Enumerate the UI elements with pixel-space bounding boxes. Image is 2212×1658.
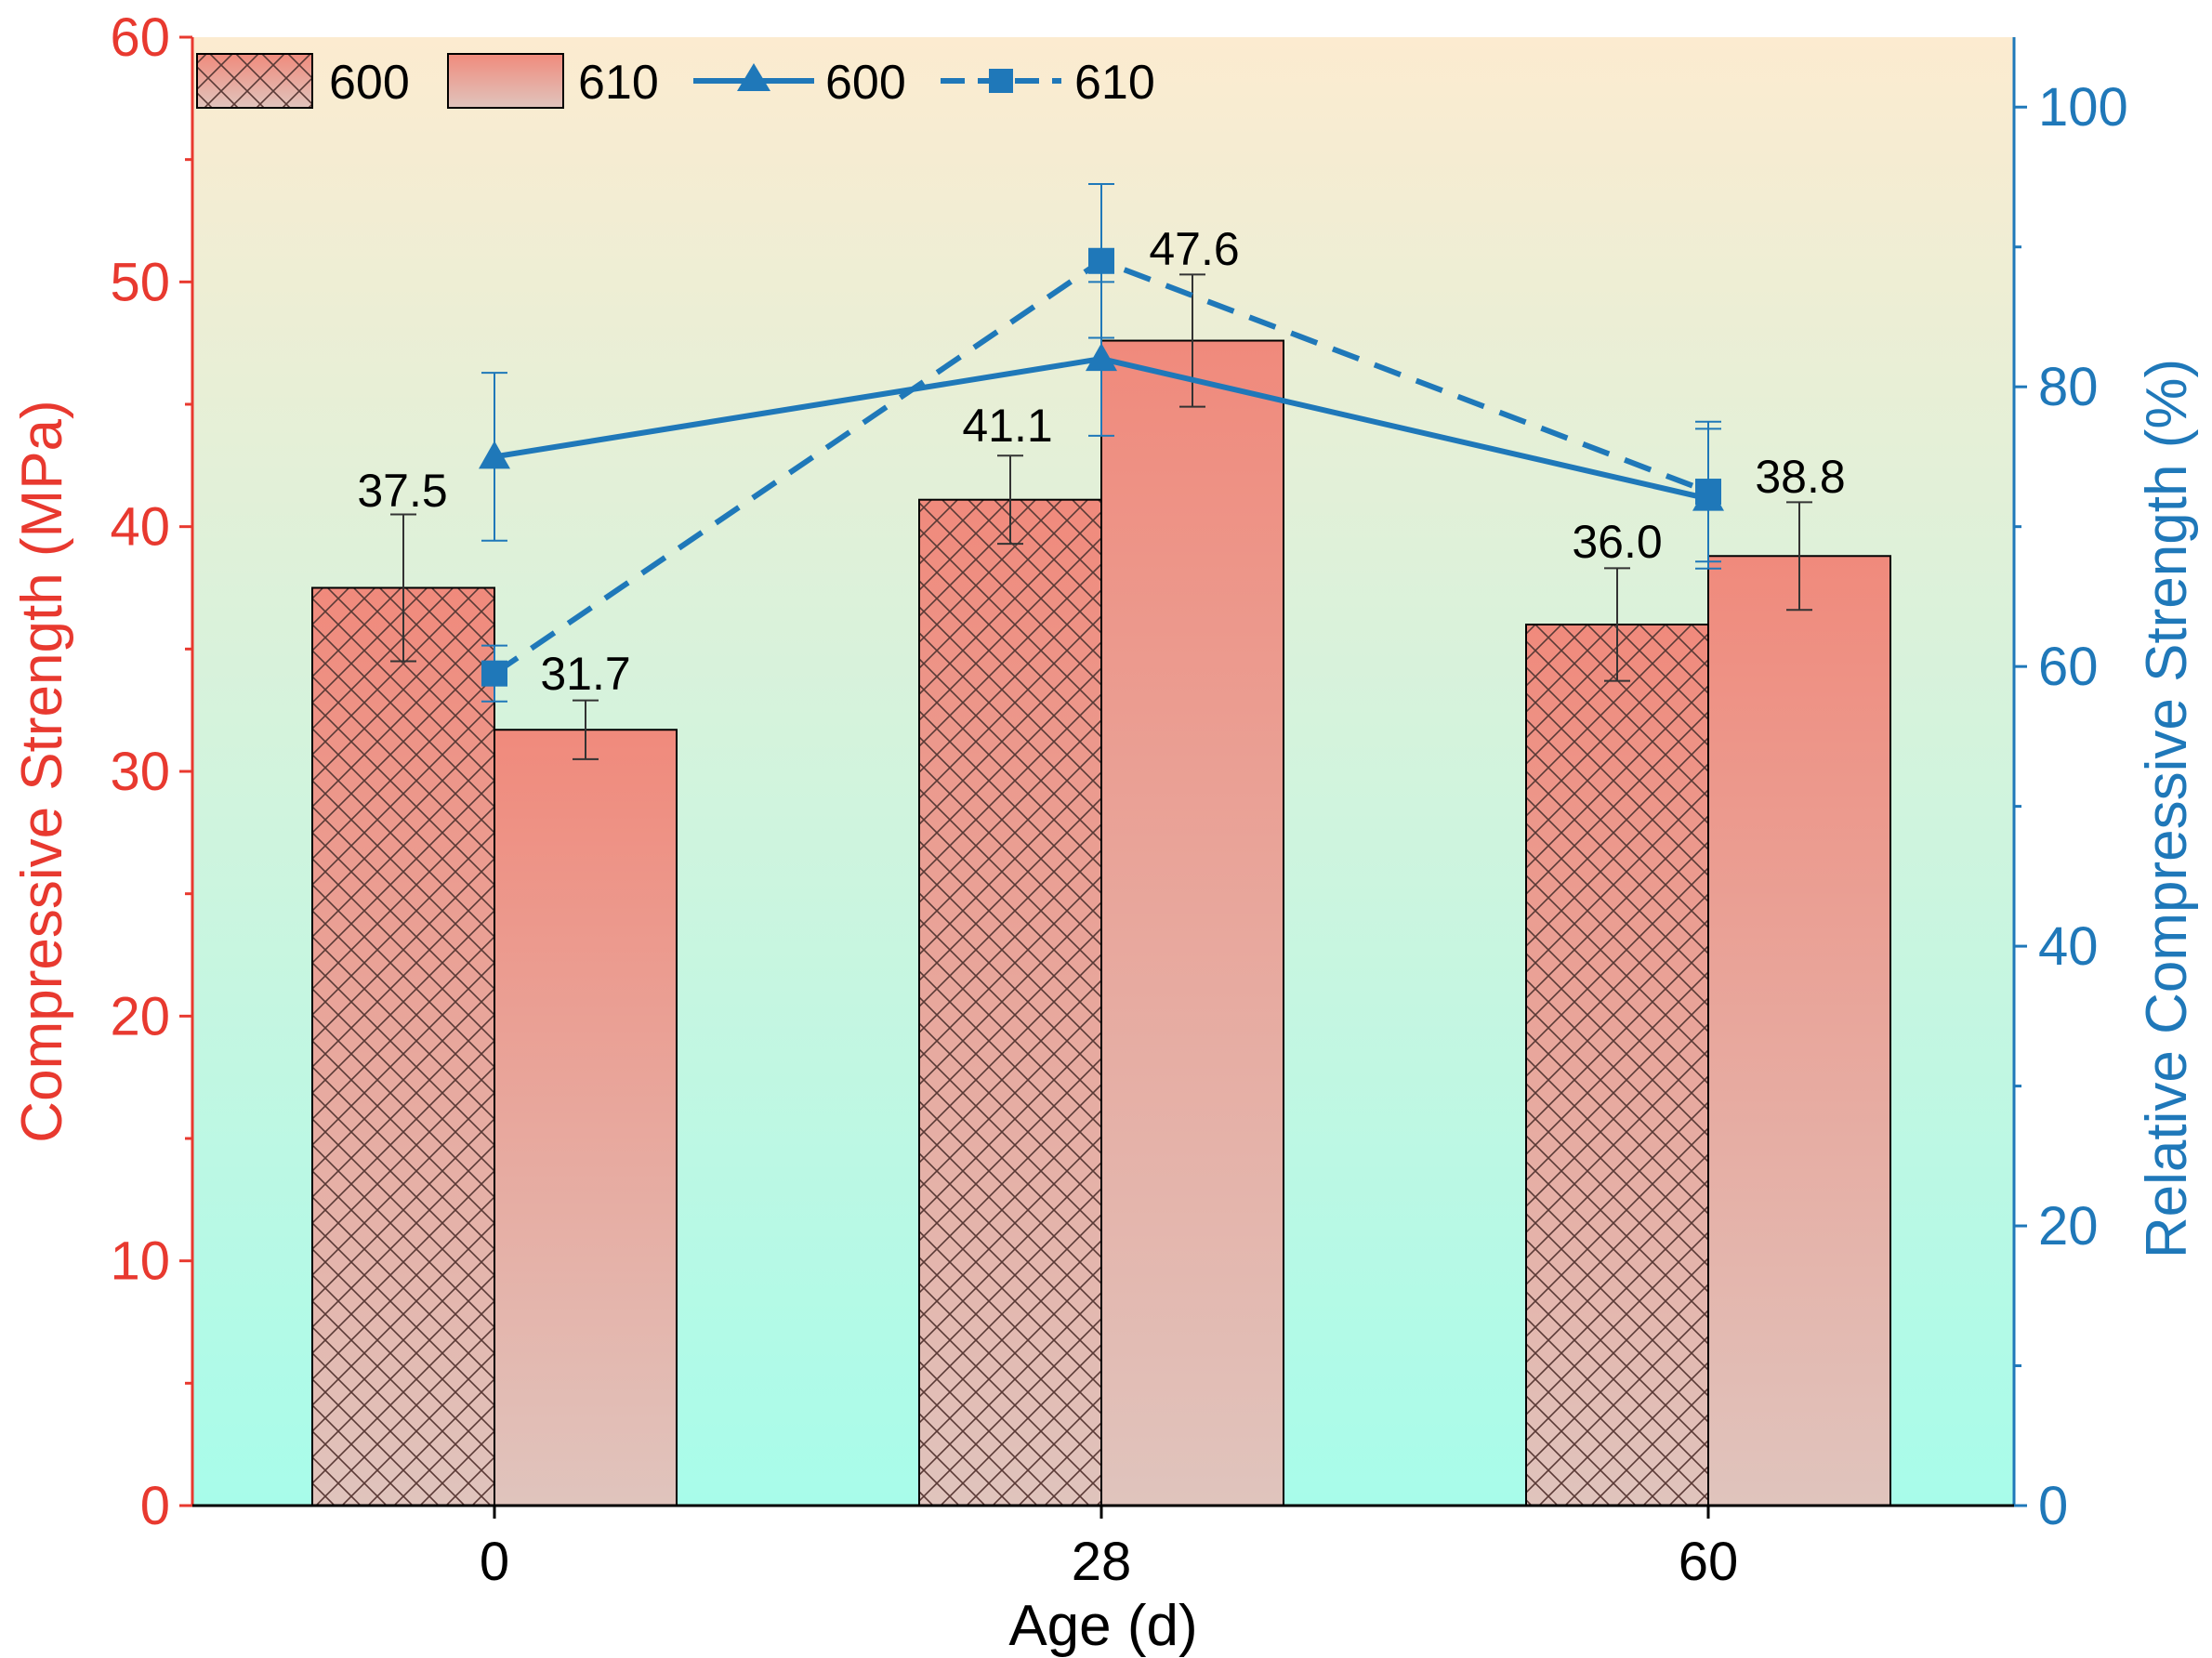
y2-tick-label-60: 60: [2038, 637, 2099, 697]
y2-tick-label-40: 40: [2038, 916, 2099, 977]
legend-label-600-bar: 600: [329, 56, 410, 110]
point-600-0: [479, 441, 510, 469]
y-tick-label-20: 20: [110, 986, 170, 1046]
data-label-600-0: 37.5: [357, 465, 447, 517]
x-tick-label-0: 0: [480, 1532, 509, 1592]
point-610-60: [1695, 479, 1721, 506]
x-tick-label-60: 60: [1679, 1532, 1739, 1592]
x-axis-title: Age (d): [1008, 1594, 1197, 1658]
legend: 600 610 600 610: [196, 53, 1155, 110]
bar-hatch-600-0: [312, 587, 494, 1506]
data-label-610-60: 38.8: [1755, 451, 1845, 503]
data-label-610-28: 47.6: [1149, 223, 1239, 275]
y-tick-label-10: 10: [110, 1231, 170, 1292]
y-tick-label-30: 30: [110, 742, 170, 802]
data-label-600-60: 36.0: [1572, 516, 1662, 568]
y2-tick-label-20: 20: [2038, 1196, 2099, 1257]
bar-error-bars: [390, 273, 1812, 760]
bar-610-28: [1101, 340, 1284, 1506]
point-610-28: [1088, 247, 1114, 274]
legend-label-610-line: 610: [1074, 56, 1155, 110]
bar-hatch-600-60: [1526, 625, 1708, 1506]
bar-610-0: [494, 730, 677, 1506]
legend-swatch-610-bar: [447, 53, 564, 109]
y-axis-title: Compressive Strength (MPa): [10, 400, 74, 1142]
legend-swatch-600-bar-hatch: [196, 53, 313, 109]
bar-hatch-600-28: [919, 499, 1101, 1507]
y2-tick-label-0: 0: [2038, 1476, 2068, 1536]
lines-layer: [479, 183, 1724, 703]
y-tick-label-50: 50: [110, 252, 170, 312]
y-tick-label-60: 60: [110, 7, 170, 68]
legend-marker-triangle: [737, 63, 770, 91]
data-label-610-0: 31.7: [540, 648, 630, 700]
data-labels: 37.5 41.1 36.0 31.7 47.6 38.8: [357, 223, 1845, 700]
point-610-0: [481, 660, 507, 687]
y-tick-label-0: 0: [140, 1476, 170, 1536]
point-600-28: [1086, 343, 1117, 372]
legend-label-610-bar: 610: [578, 56, 659, 110]
legend-label-600-line: 600: [825, 56, 906, 110]
y2-tick-label-100: 100: [2038, 77, 2128, 138]
x-tick-label-28: 28: [1072, 1532, 1132, 1592]
y2-tick-label-80: 80: [2038, 357, 2099, 417]
legend-marker-square: [989, 69, 1013, 93]
data-label-600-28: 41.1: [962, 400, 1052, 452]
y-tick-label-40: 40: [110, 497, 170, 558]
y2-axis-title: Relative Compressive Strength (%): [2135, 359, 2199, 1258]
bars-layer: [311, 339, 1891, 1507]
bar-610-60: [1708, 556, 1890, 1506]
